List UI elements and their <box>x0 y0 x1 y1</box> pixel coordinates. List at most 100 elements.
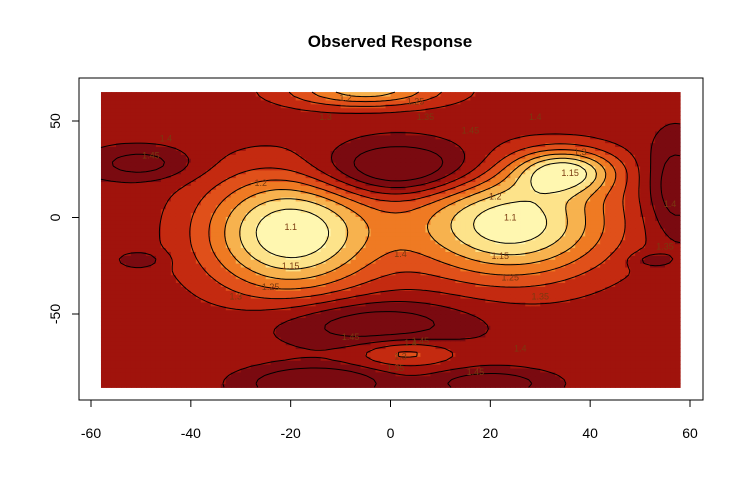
heatmap-cell <box>365 383 372 388</box>
heatmap-cell <box>135 235 142 241</box>
heatmap-cell <box>180 375 187 381</box>
heatmap-cell <box>245 309 252 315</box>
heatmap-cell <box>350 243 357 249</box>
heatmap-cell <box>600 371 606 377</box>
heatmap-cell <box>465 239 471 245</box>
heatmap-cell <box>160 336 167 342</box>
heatmap-cell <box>515 313 521 319</box>
heatmap-cell <box>280 231 287 237</box>
heatmap-cell <box>415 305 422 311</box>
heatmap-cell <box>175 379 182 385</box>
heatmap-cell <box>230 294 237 299</box>
heatmap-cell <box>645 259 651 264</box>
heatmap-cell <box>300 239 307 245</box>
heatmap-cell <box>340 340 347 346</box>
heatmap-cell <box>100 325 107 330</box>
heatmap-cell <box>405 352 412 357</box>
heatmap-cell <box>625 286 631 291</box>
heatmap-cell <box>250 297 257 303</box>
heatmap-cell <box>500 329 506 334</box>
heatmap-cell <box>275 259 282 264</box>
heatmap-cell <box>230 270 237 276</box>
heatmap-cell <box>455 282 461 287</box>
heatmap-cell <box>550 274 556 280</box>
heatmap-cell <box>505 278 511 284</box>
heatmap-cell <box>560 247 566 252</box>
heatmap-cell <box>300 224 307 229</box>
heatmap-cell <box>630 228 636 233</box>
heatmap-cell <box>355 356 362 361</box>
heatmap-cell <box>425 266 432 272</box>
heatmap-cell <box>300 364 307 369</box>
heatmap-cell <box>505 340 511 346</box>
heatmap-cell <box>190 259 197 264</box>
heatmap-cell <box>275 364 282 369</box>
heatmap-cell <box>525 313 531 319</box>
heatmap-cell <box>570 305 576 311</box>
heatmap-cell <box>110 274 117 280</box>
heatmap-cell <box>100 344 107 350</box>
heatmap-cell <box>160 294 167 299</box>
heatmap-cell <box>495 356 501 361</box>
heatmap-cell <box>295 220 302 225</box>
heatmap-cell <box>140 313 147 319</box>
heatmap-cell <box>510 270 516 276</box>
heatmap-cell <box>340 383 347 388</box>
heatmap-cell <box>565 278 571 284</box>
heatmap-cell <box>485 336 491 342</box>
heatmap-cell <box>160 220 167 225</box>
heatmap-cell <box>640 379 646 385</box>
heatmap-cell <box>240 239 247 245</box>
heatmap-cell <box>425 348 432 353</box>
heatmap-cell <box>425 325 432 330</box>
heatmap-cell <box>385 321 392 326</box>
heatmap-cell <box>555 266 561 272</box>
heatmap-cell <box>310 305 317 311</box>
heatmap-cell <box>620 297 626 303</box>
heatmap-cell <box>295 321 302 326</box>
heatmap-cell <box>210 235 217 241</box>
heatmap-cell <box>215 325 222 330</box>
heatmap-cell <box>155 270 162 276</box>
heatmap-cell <box>655 309 661 315</box>
heatmap-cell <box>425 235 432 241</box>
heatmap-cell <box>665 266 671 272</box>
heatmap-cell <box>580 263 586 268</box>
heatmap-cell <box>385 286 392 291</box>
heatmap-cell <box>460 383 466 388</box>
heatmap-cell <box>400 220 407 225</box>
heatmap-cell <box>620 239 626 245</box>
heatmap-cell <box>500 247 506 252</box>
heatmap-cell <box>650 317 656 322</box>
heatmap-cell <box>315 367 322 373</box>
heatmap-cell <box>510 329 516 334</box>
heatmap-cell <box>210 379 217 385</box>
heatmap-cell <box>580 301 586 307</box>
heatmap-cell <box>615 344 621 350</box>
heatmap-cell <box>390 235 397 241</box>
heatmap-cell <box>440 297 447 303</box>
heatmap-cell <box>305 243 312 249</box>
heatmap-cell <box>205 247 212 252</box>
heatmap-cell <box>565 383 571 388</box>
heatmap-cell <box>610 274 616 280</box>
heatmap-cell <box>450 383 456 388</box>
heatmap-cell <box>175 360 182 365</box>
heatmap-cell <box>490 228 496 233</box>
heatmap-cell <box>270 313 277 319</box>
heatmap-cell <box>270 290 277 295</box>
heatmap-cell <box>305 290 312 295</box>
heatmap-cell <box>560 367 566 373</box>
heatmap-cell <box>355 286 362 291</box>
heatmap-cell <box>500 313 506 319</box>
heatmap-cell <box>200 263 207 268</box>
heatmap-cell <box>215 297 222 303</box>
heatmap-cell <box>185 247 192 252</box>
heatmap-cell <box>535 247 541 252</box>
heatmap-cell <box>190 375 197 381</box>
heatmap-cell <box>130 239 137 245</box>
heatmap-cell <box>375 228 382 233</box>
heatmap-cell <box>335 228 342 233</box>
heatmap-cell <box>650 352 656 357</box>
heatmap-cell <box>270 228 277 233</box>
